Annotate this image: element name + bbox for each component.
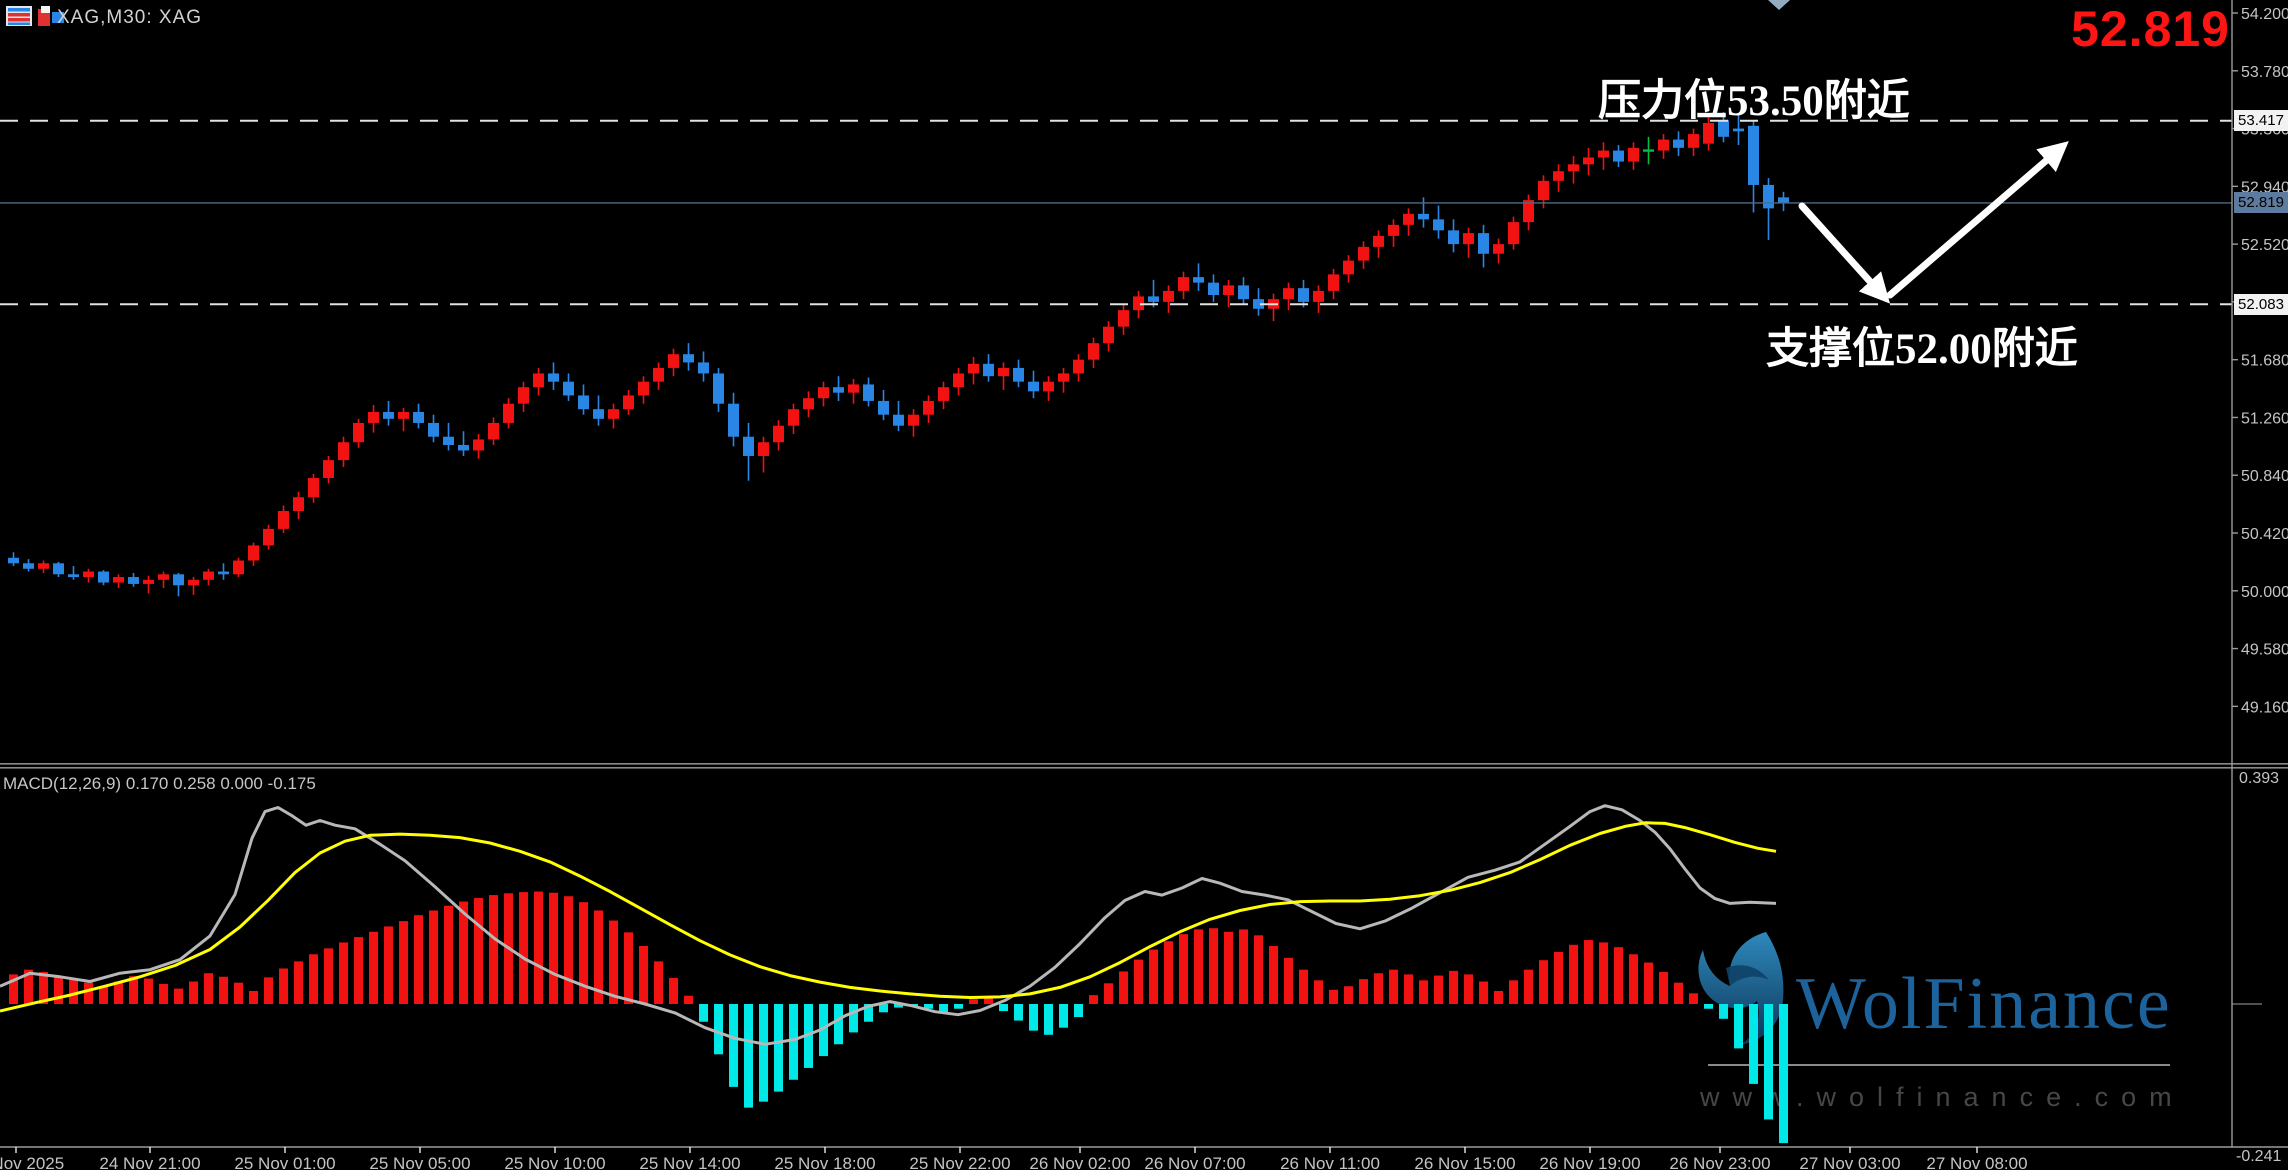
price-tick-label: 50.840 <box>2241 468 2288 485</box>
price-tick-label: 54.200 <box>2241 6 2288 23</box>
price-axis[interactable]: 54.200 53.780 53.360 52.940 52.520 52.100 51.6… <box>2232 6 2288 716</box>
time-tick-label: 27 Nov 08:00 <box>1926 1154 2027 1170</box>
price-tick-label: 51.680 <box>2241 353 2288 370</box>
annotation-arrow-up[interactable] <box>1886 141 2069 299</box>
price-tick-label: 52.940 <box>2241 179 2288 196</box>
time-tick-label: 24 Nov 2025 <box>0 1154 64 1170</box>
watermark-brand: WolFinance <box>1796 963 2172 1045</box>
signal-line <box>0 821 1777 1013</box>
pane-separator[interactable] <box>0 763 2288 765</box>
time-tick-label: 27 Nov 03:00 <box>1799 1154 1900 1170</box>
price-tick-label: 49.580 <box>2241 642 2288 659</box>
price-tick-label: 53.360 <box>2241 122 2288 139</box>
time-tick-label: 26 Nov 19:00 <box>1539 1154 1640 1170</box>
time-tick-label: 26 Nov 15:00 <box>1414 1154 1515 1170</box>
candles-group <box>8 112 1789 597</box>
time-tick-label: 25 Nov 10:00 <box>504 1154 605 1170</box>
price-tick-label: 50.000 <box>2241 584 2288 601</box>
pane-separator[interactable] <box>0 767 2288 769</box>
watermark-url: www.wolfinance.com <box>1700 1082 2185 1112</box>
time-tick-label: 26 Nov 07:00 <box>1144 1154 1245 1170</box>
macd-max-label: 0.393 <box>2239 770 2279 787</box>
watermark-divider <box>1708 1064 2170 1066</box>
time-tick-label: 25 Nov 05:00 <box>369 1154 470 1170</box>
time-tick-label: 26 Nov 11:00 <box>1280 1154 1380 1170</box>
annotation-arrow-down[interactable] <box>1798 202 1891 304</box>
macd-histogram <box>9 891 1788 1144</box>
price-tick-label: 52.100 <box>2241 295 2288 312</box>
price-tick-label: 49.160 <box>2241 699 2288 716</box>
time-tick-label: 24 Nov 21:00 <box>99 1154 200 1170</box>
price-tick-label: 51.260 <box>2241 410 2288 427</box>
time-tick-label: 25 Nov 22:00 <box>909 1154 1010 1170</box>
time-tick-label: 25 Nov 01:00 <box>234 1154 335 1170</box>
price-tick-label: 50.420 <box>2241 526 2288 543</box>
time-tick-label: 25 Nov 18:00 <box>774 1154 875 1170</box>
time-tick-label: 25 Nov 14:00 <box>639 1154 740 1170</box>
time-tick-label: 26 Nov 02:00 <box>1029 1154 1130 1170</box>
price-tick-label: 52.520 <box>2241 237 2288 254</box>
time-axis[interactable]: 24 Nov 2025 24 Nov 21:00 25 Nov 01:00 25 No… <box>0 1147 2028 1170</box>
macd-min-label: -0.241 <box>2236 1148 2281 1165</box>
time-tick-label: 26 Nov 23:00 <box>1669 1154 1770 1170</box>
price-tick-label: 53.780 <box>2241 64 2288 81</box>
macd-line <box>0 804 1777 1046</box>
watermark-bird-icon <box>1698 932 1784 1045</box>
